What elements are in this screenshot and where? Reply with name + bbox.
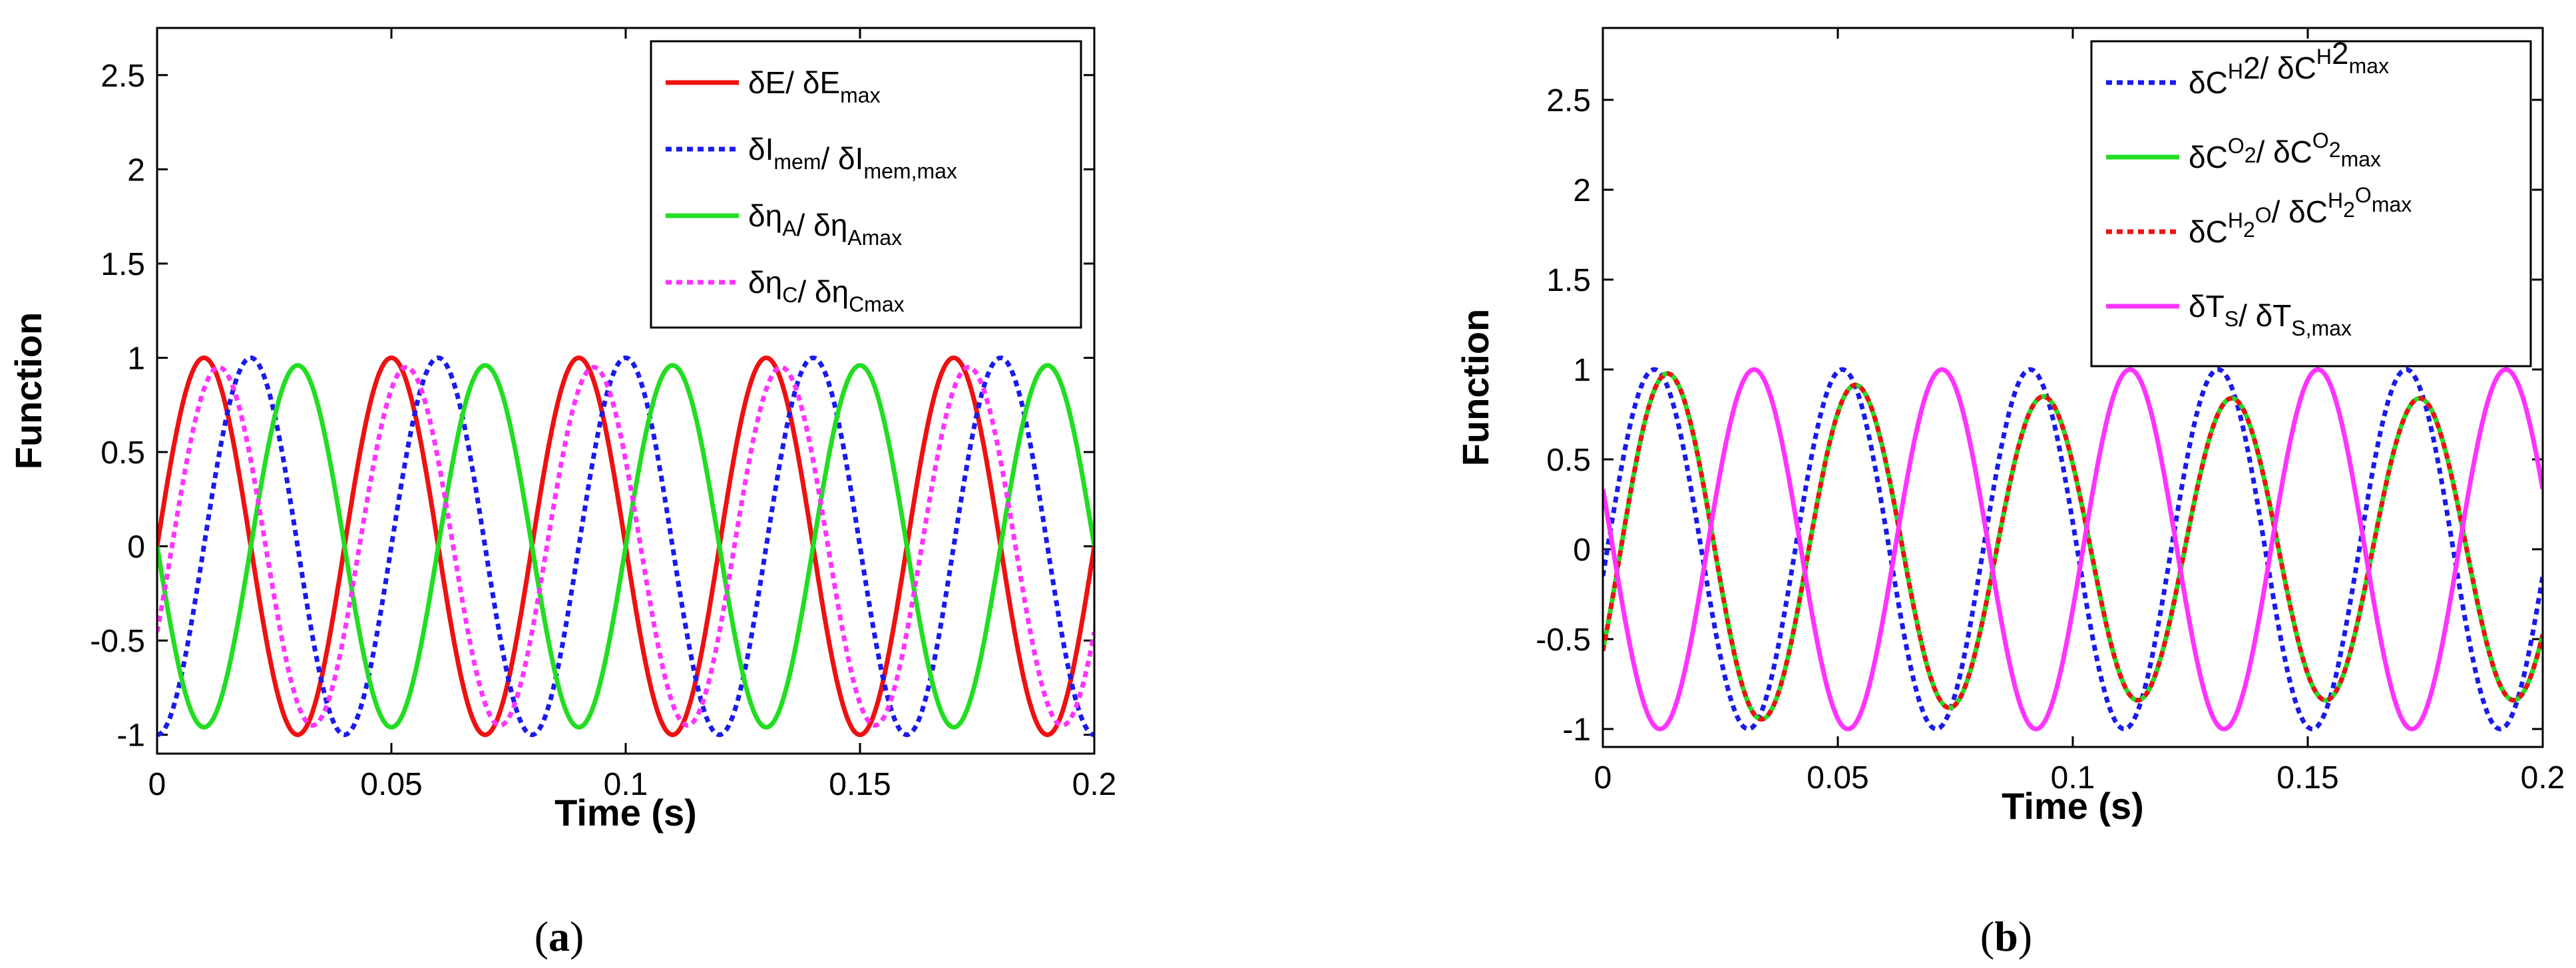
legend-label: δImem/ δImem,max	[748, 132, 957, 183]
panel-b-label: (b)	[1980, 913, 2032, 960]
y-tick-label: 0	[127, 530, 145, 565]
chart-b-ylabel: Function	[1454, 309, 1496, 466]
legend-label: δηC/ δηCmax	[748, 265, 905, 316]
series-line-2	[157, 355, 1094, 738]
x-tick-label: 0.15	[829, 767, 891, 802]
x-tick-label: 0.1	[2051, 760, 2095, 796]
y-tick-label: 1	[127, 341, 145, 376]
chart-a-ticks: 0 0.05 0.1 0.15 0.2 -1 -0.5 0 0.5 1 1.5 2 2.5	[90, 28, 1116, 802]
chart-a-frame	[156, 27, 1096, 755]
y-tick-label: 1.5	[101, 247, 145, 282]
x-tick-label: 0.1	[604, 767, 648, 802]
legend-label: δCH2/ δCH2max	[2189, 36, 2389, 100]
legend-label: δηA/ δηAmax	[748, 198, 902, 250]
y-tick-label: 0.5	[101, 435, 145, 471]
legend-label: δTS/ δTS,max	[2189, 289, 2352, 340]
y-tick-label: 0.5	[1546, 443, 1591, 478]
chart-b-legend: δCH2/ δCH2max δCO2/ δCO2max δCH2O/ δCH2Oma…	[2090, 36, 2532, 367]
x-tick-label: 0.05	[1807, 760, 1868, 796]
chart-a-xlabel: Time (s)	[554, 792, 697, 834]
y-tick-label: 2.5	[101, 59, 145, 94]
chart-b-frame	[1602, 27, 2544, 748]
y-tick-label: -0.5	[1536, 622, 1591, 658]
series-line-4	[157, 365, 1094, 728]
y-tick-label: 0	[1573, 533, 1591, 568]
y-tick-label: -1	[1562, 712, 1591, 748]
series-line-4	[1603, 367, 2543, 732]
chart-a-series	[157, 355, 1094, 738]
chart-b-series	[1603, 367, 2543, 732]
chart-b: 0 0.05 0.1 0.15 0.2 -1 -0.5 0 0.5 1 1.5 2 2.5 δCH2/ …	[1454, 27, 2565, 960]
series-line-3	[1603, 371, 2543, 722]
legend-label: δCH2O/ δCH2Omax	[2189, 183, 2412, 249]
chart-a-ylabel: Function	[7, 312, 49, 469]
legend-box	[2090, 40, 2532, 367]
y-tick-label: 2.5	[1546, 83, 1591, 119]
chart-a-legend: δE/ δEmax δImem/ δImem,max δηA/ δηAmax δηC/…	[650, 40, 1082, 329]
y-tick-label: 1	[1573, 353, 1591, 388]
x-tick-label: 0.15	[2276, 760, 2338, 796]
x-tick-label: 0.2	[2521, 760, 2565, 796]
y-tick-label: -1	[116, 718, 145, 754]
series-line-2	[1603, 371, 2543, 722]
legend-label: δCO2/ δCO2max	[2189, 128, 2381, 174]
chart-b-xlabel: Time (s)	[2002, 785, 2144, 827]
series-line-3	[157, 363, 1094, 730]
legend-label: δE/ δEmax	[748, 65, 881, 107]
x-tick-label: 0.05	[360, 767, 422, 802]
chart-a: 0 0.05 0.1 0.15 0.2 -1 -0.5 0 0.5 1 1.5 2 2.5 δE/ δE…	[7, 27, 1116, 960]
legend-box	[650, 40, 1082, 329]
y-tick-label: 2	[127, 152, 145, 188]
panel-a-label: (a)	[535, 913, 584, 960]
y-tick-label: 2	[1573, 173, 1591, 208]
y-tick-label: 1.5	[1546, 263, 1591, 298]
x-tick-label: 0	[148, 767, 166, 802]
y-tick-label: -0.5	[90, 624, 145, 659]
x-tick-label: 0.2	[1072, 767, 1117, 802]
x-tick-label: 0	[1594, 760, 1612, 796]
